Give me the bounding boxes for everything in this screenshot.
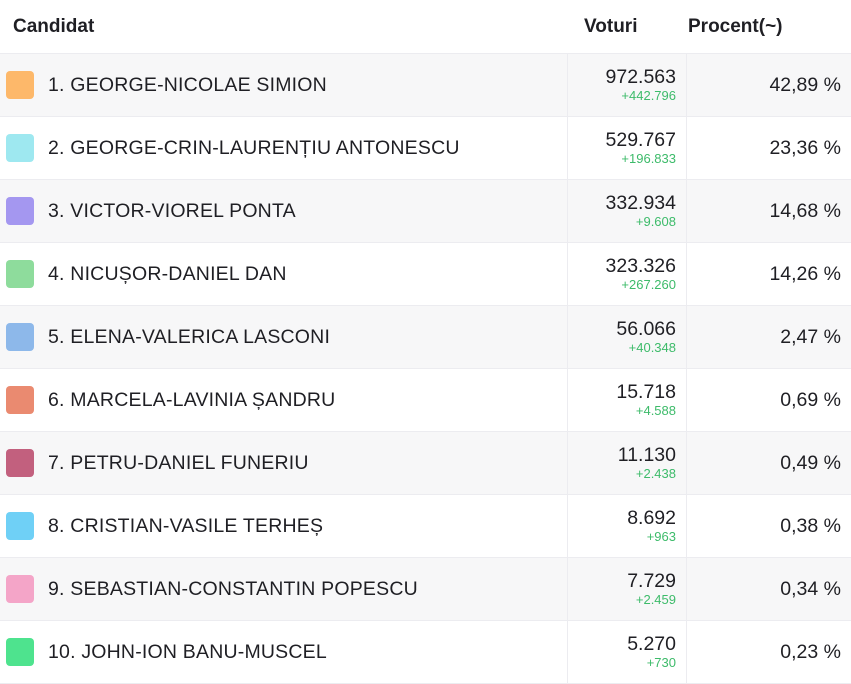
candidate-color-swatch [6,134,34,162]
votes-delta: +963 [646,529,676,544]
candidate-name: 5. ELENA-VALERICA LASCONI [48,325,331,348]
candidate-cell: 8. CRISTIAN-VASILE TERHEȘ [0,495,567,557]
votes-cell: 11.130 +2.438 [567,432,687,494]
candidate-color-swatch [6,197,34,225]
votes-cell: 529.767 +196.833 [567,117,687,179]
votes-delta: +2.438 [635,466,676,481]
votes-cell: 332.934 +9.608 [567,180,687,242]
candidate-cell: 4. NICUȘOR-DANIEL DAN [0,243,567,305]
table-header: Candidat Voturi Procent(~) [0,0,851,54]
votes-delta: +2.459 [635,592,676,607]
table-row[interactable]: 8. CRISTIAN-VASILE TERHEȘ 8.692 +963 0,38 % [0,495,851,558]
votes-cell: 7.729 +2.459 [567,558,687,620]
table-row[interactable]: 9. SEBASTIAN-CONSTANTIN POPESCU 7.729 +2.4… [0,558,851,621]
candidate-color-swatch [6,71,34,99]
candidate-color-swatch [6,512,34,540]
column-header-votes[interactable]: Voturi [584,15,638,37]
table-row[interactable]: 7. PETRU-DANIEL FUNERIU 11.130 +2.438 0,49 … [0,432,851,495]
candidate-name: 9. SEBASTIAN-CONSTANTIN POPESCU [48,577,418,600]
table-row[interactable]: 1. GEORGE-NICOLAE SIMION 972.563 +442.796 4… [0,54,851,117]
votes-count: 7.729 [627,570,676,592]
candidate-color-swatch [6,260,34,288]
votes-delta: +196.833 [621,151,676,166]
percent-value: 2,47 % [780,325,841,348]
candidate-name: 8. CRISTIAN-VASILE TERHEȘ [48,514,324,537]
candidate-cell: 2. GEORGE-CRIN-LAURENȚIU ANTONESCU [0,117,567,179]
table-row[interactable]: 10. JOHN-ION BANU-MUSCEL 5.270 +730 0,23 % [0,621,851,684]
candidate-name: 6. MARCELA-LAVINIA ȘANDRU [48,388,336,411]
votes-cell: 323.326 +267.260 [567,243,687,305]
column-header-percent[interactable]: Procent(~) [688,15,783,37]
votes-delta: +442.796 [621,88,676,103]
percent-value: 14,26 % [769,262,841,285]
candidate-cell: 9. SEBASTIAN-CONSTANTIN POPESCU [0,558,567,620]
percent-value: 42,89 % [769,73,841,96]
votes-count: 15.718 [616,381,676,403]
votes-count: 56.066 [616,318,676,340]
votes-delta: +9.608 [635,214,676,229]
table-row[interactable]: 2. GEORGE-CRIN-LAURENȚIU ANTONESCU 529.76… [0,117,851,180]
votes-cell: 972.563 +442.796 [567,54,687,116]
votes-count: 8.692 [627,507,676,529]
percent-value: 0,49 % [780,451,841,474]
candidate-cell: 7. PETRU-DANIEL FUNERIU [0,432,567,494]
votes-delta: +40.348 [628,340,676,355]
percent-value: 0,69 % [780,388,841,411]
candidate-color-swatch [6,323,34,351]
votes-count: 5.270 [627,633,676,655]
table-body: 1. GEORGE-NICOLAE SIMION 972.563 +442.796 4… [0,54,851,684]
candidate-name: 1. GEORGE-NICOLAE SIMION [48,73,327,96]
votes-count: 972.563 [605,66,677,88]
percent-value: 0,23 % [780,640,841,663]
candidate-name: 10. JOHN-ION BANU-MUSCEL [48,640,327,663]
column-header-candidate[interactable]: Candidat [13,15,95,37]
votes-cell: 56.066 +40.348 [567,306,687,368]
table-row[interactable]: 5. ELENA-VALERICA LASCONI 56.066 +40.348 2,… [0,306,851,369]
votes-cell: 15.718 +4.588 [567,369,687,431]
votes-delta: +730 [646,655,676,670]
candidate-cell: 5. ELENA-VALERICA LASCONI [0,306,567,368]
candidate-color-swatch [6,449,34,477]
percent-value: 23,36 % [769,136,841,159]
percent-value: 0,38 % [780,514,841,537]
candidate-name: 4. NICUȘOR-DANIEL DAN [48,262,287,285]
votes-count: 332.934 [605,192,677,214]
votes-count: 11.130 [617,444,676,466]
candidate-cell: 1. GEORGE-NICOLAE SIMION [0,54,567,116]
candidate-cell: 3. VICTOR-VIOREL PONTA [0,180,567,242]
votes-cell: 8.692 +963 [567,495,687,557]
candidate-color-swatch [6,575,34,603]
candidate-color-swatch [6,386,34,414]
table-row[interactable]: 3. VICTOR-VIOREL PONTA 332.934 +9.608 14,68… [0,180,851,243]
votes-count: 529.767 [605,129,677,151]
votes-cell: 5.270 +730 [567,621,687,683]
percent-value: 14,68 % [769,199,841,222]
candidate-name: 3. VICTOR-VIOREL PONTA [48,199,296,222]
candidate-cell: 10. JOHN-ION BANU-MUSCEL [0,621,567,683]
percent-value: 0,34 % [780,577,841,600]
candidate-name: 2. GEORGE-CRIN-LAURENȚIU ANTONESCU [48,136,460,159]
votes-delta: +267.260 [621,277,676,292]
table-row[interactable]: 6. MARCELA-LAVINIA ȘANDRU 15.718 +4.588 0,6… [0,369,851,432]
candidate-cell: 6. MARCELA-LAVINIA ȘANDRU [0,369,567,431]
candidate-name: 7. PETRU-DANIEL FUNERIU [48,451,309,474]
votes-count: 323.326 [605,255,677,277]
table-row[interactable]: 4. NICUȘOR-DANIEL DAN 323.326 +267.260 14,2… [0,243,851,306]
votes-delta: +4.588 [635,403,676,418]
candidate-color-swatch [6,638,34,666]
